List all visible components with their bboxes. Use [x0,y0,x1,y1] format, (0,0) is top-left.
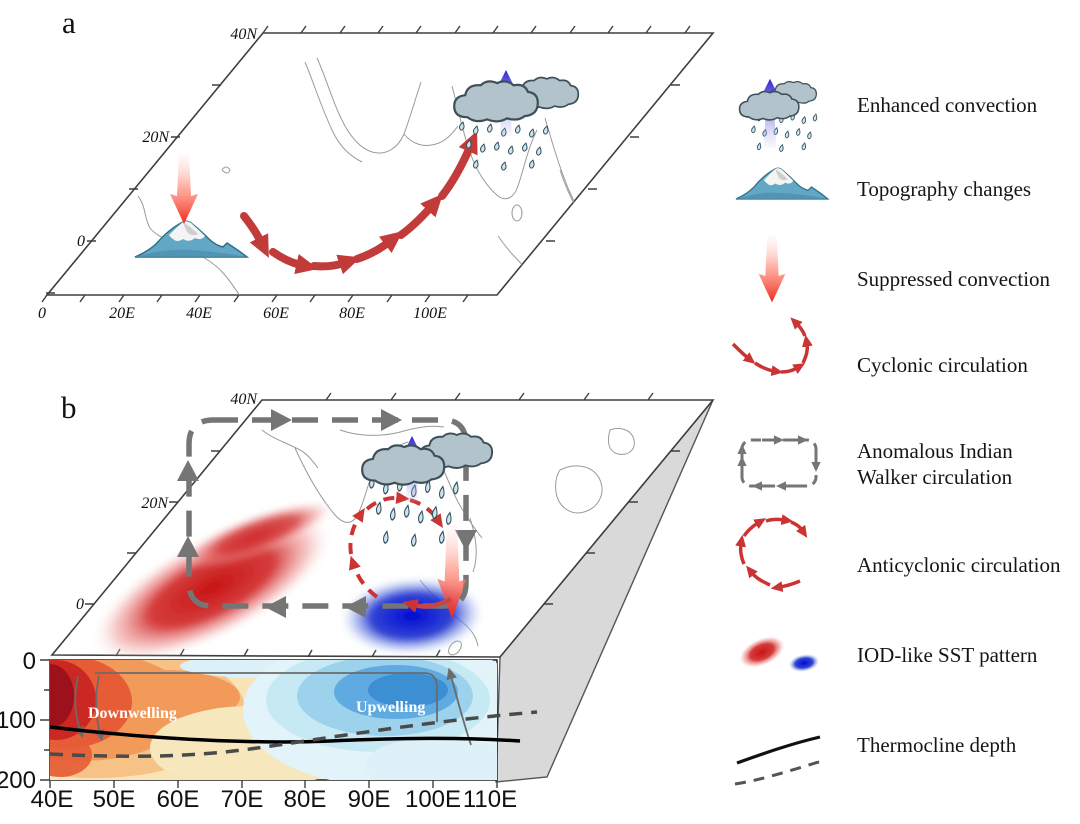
axis-label: 0 [23,648,36,675]
downwelling-arrow [73,675,85,739]
downwelling-label: Downwelling [88,705,177,722]
panel-a-axis-ticks [41,25,691,303]
legend-item: Thermocline depth [734,733,1017,786]
panel-b-lat-labels: 40N 20N 0 [76,391,258,613]
panel-a-lon-labels: 0 20E 40E 60E 80E 100E [38,305,447,322]
downwelling-arrow [94,675,105,742]
section-lon-labels: 40E 50E 60E 70E 80E 90E 100E 110E [31,786,517,813]
contour-field [50,660,497,780]
panel-a-lat-labels: 40N 20N 0 [77,26,258,250]
legend-item: Cyclonic circulation [731,317,1028,377]
warm-sst-blob [89,512,335,657]
axis-label: 40E [186,305,212,322]
panel-a: a 40N 20N 0 0 20E [38,5,715,322]
axis-label: 60E [157,786,200,813]
walker-loop-path [186,417,469,609]
panel-b: b 40N 20N 0 [50,390,715,783]
axis-label: 200 [0,767,36,794]
legend-label: Cyclonic circulation [857,353,1028,377]
walker-loop-arrowheads [177,409,477,618]
axis-label: 90E [348,786,391,813]
axis-label: 40N [230,26,258,43]
axis-label: 60E [263,305,289,322]
axis-label: 100E [405,786,461,813]
legend-label: Suppressed convection [857,267,1051,291]
axis-label: 0 [76,596,84,613]
legend-item: IOD-like SST pattern [738,635,1038,673]
axis-label: 20N [141,495,169,512]
topography-changes-icon [735,167,829,200]
upwelling-label: Upwelling [356,699,425,716]
axis-label: 80E [339,305,365,322]
axis-label: 110E [463,786,517,813]
thermocline-dashed-line [49,710,538,759]
cyclonic-circulation-icon [731,317,813,376]
westward-surface-arrow [402,597,453,613]
legend-item: Anomalous Indian Walker circulation [737,435,1013,491]
cross-section-ticks [40,659,498,788]
axis-label: 40N [230,391,258,408]
legend-item: Anticyclonic circulation [735,514,1061,592]
legend-label: IOD-like SST pattern [857,643,1038,667]
cross-section: Downwelling Upwelling 0 100 200 40E 50E … [0,648,538,813]
legend-item: Enhanced convection [738,78,1038,152]
low-level-flow-arrows [240,130,478,275]
legend-label: Topography changes [857,177,1031,201]
axis-label: 40E [31,786,74,813]
axis-label: 0 [77,233,85,250]
axis-label: 0 [38,305,46,322]
axis-label: 20N [142,129,170,146]
walker-circulation-icon [737,435,821,491]
axis-label: 20E [109,305,135,322]
axis-label: 50E [93,786,136,813]
walker-circulation-loop [177,409,477,618]
suppressed-convection-icon [758,236,786,303]
legend-item: Topography changes [735,167,1031,201]
legend-label: Anomalous Indian [857,439,1013,463]
legend-item: Suppressed convection [758,236,1051,303]
thermocline-depth-icon [734,735,823,786]
subsurface-circulation [73,667,472,746]
axis-label: 100E [413,305,447,322]
warm-sst-blob-arm [180,500,336,568]
legend-label-line2: Walker circulation [857,465,1013,489]
legend-label: Anticyclonic circulation [857,553,1061,577]
enhanced-convection-icon [738,78,818,152]
axis-label: 80E [284,786,327,813]
depth-labels: 0 100 200 [0,648,36,794]
panel-b-letter: b [61,390,77,425]
legend-label: Thermocline depth [857,733,1017,757]
thermocline-solid-line [49,725,521,744]
legend-label: Enhanced convection [857,93,1038,117]
axis-label: 100 [0,707,36,734]
panel-a-letter: a [62,5,76,40]
legend: Enhanced convection Topography changes S… [731,78,1061,786]
axis-label: 70E [221,786,264,813]
anticyclonic-circulation-icon [735,514,808,592]
iod-sst-pattern-icon [738,635,820,673]
